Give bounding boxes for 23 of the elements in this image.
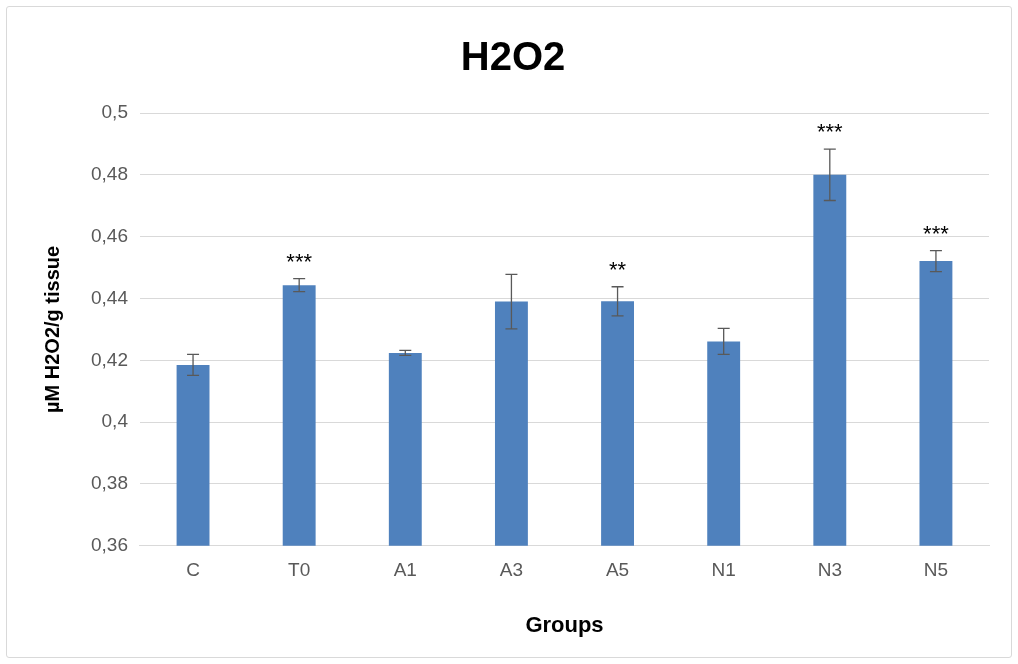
- y-tick-label: 0,36: [91, 534, 128, 556]
- y-tick-label: 0,44: [91, 286, 129, 308]
- x-tick-label: A5: [605, 559, 630, 581]
- x-tick-label: N3: [817, 559, 842, 581]
- y-axis-title: µM H2O2/g tissue: [40, 245, 63, 413]
- y-tick-label: 0,46: [91, 224, 128, 246]
- x-tick-label: A1: [393, 559, 417, 581]
- chart-title: H2O2: [460, 34, 566, 79]
- y-tick-label: 0,4: [101, 410, 129, 432]
- x-tick-label: N1: [711, 559, 736, 581]
- x-axis-title: Groups: [525, 611, 604, 637]
- x-tick-label: C: [186, 559, 200, 581]
- data-label: ***: [923, 220, 950, 246]
- y-tick-label: 0,48: [91, 163, 128, 185]
- y-tick-label: 0,42: [91, 348, 128, 370]
- x-tick-label: A3: [499, 559, 524, 581]
- x-tick-label: T0: [288, 559, 311, 581]
- data-label: ***: [816, 119, 844, 145]
- data-label: ***: [286, 248, 313, 274]
- x-tick-label: N5: [923, 559, 949, 581]
- y-tick-label: 0,38: [91, 472, 128, 494]
- y-tick-label: 0,5: [101, 101, 128, 123]
- data-label: **: [608, 256, 627, 282]
